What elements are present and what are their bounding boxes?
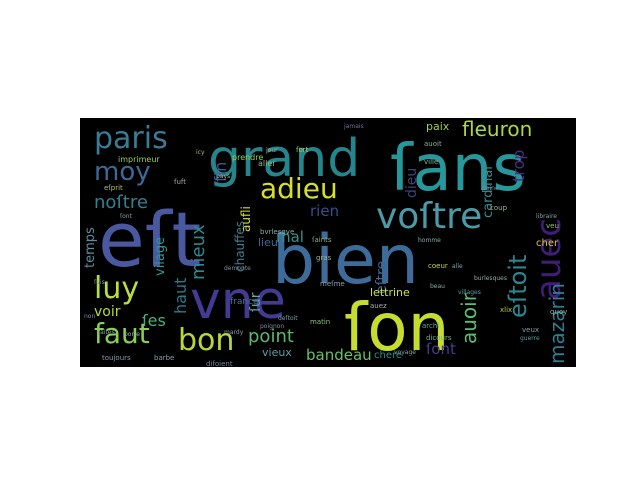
word: jamais <box>343 123 364 130</box>
word: lettrine <box>370 286 410 299</box>
word: difoient <box>206 360 233 367</box>
word: quoy <box>550 308 567 316</box>
word: coeur <box>428 262 448 270</box>
word: faut <box>94 317 150 350</box>
word: bandeau <box>306 346 372 364</box>
word: fort <box>296 146 309 154</box>
word: vne <box>190 271 286 331</box>
word: bon <box>178 323 234 358</box>
word: grand <box>208 129 360 189</box>
word: eſprit <box>104 184 123 192</box>
word: lieu <box>258 236 278 249</box>
word-cloud-image: eſt bien ſon grand ſans vne paris adieu … <box>80 118 576 367</box>
word: peine <box>482 185 499 192</box>
word: aufli <box>239 206 253 232</box>
word: ſont <box>426 340 456 358</box>
word: ſaints <box>312 236 332 244</box>
word: ſes <box>142 311 166 330</box>
word: gras <box>316 254 332 262</box>
word: france <box>230 297 259 307</box>
word: libraire <box>536 213 557 220</box>
word: dieu <box>404 168 420 198</box>
word: vieux <box>262 346 292 359</box>
word: chauffes <box>233 221 247 272</box>
word: bien <box>272 221 419 300</box>
word: fleuron <box>462 118 532 141</box>
word: auez <box>370 302 387 310</box>
word: deſtoit <box>278 315 298 322</box>
word: alle <box>452 263 463 270</box>
word: beau <box>430 283 445 290</box>
word: rien <box>310 202 339 220</box>
word: haut <box>171 278 190 314</box>
word: eſt <box>98 195 201 284</box>
word: aller <box>258 159 276 168</box>
word: villages <box>458 289 481 296</box>
word: barbe <box>154 354 174 362</box>
word: mardy <box>224 329 244 336</box>
word: mal <box>276 228 304 246</box>
word: mieux <box>188 224 209 280</box>
word: veu <box>546 222 559 230</box>
word: fin <box>211 162 230 182</box>
word: poignon <box>260 323 284 330</box>
word: eſtoit <box>504 255 532 318</box>
word: mazarin <box>545 283 569 364</box>
word: eſtre <box>374 261 390 294</box>
word: jour <box>265 147 278 154</box>
word: xlix <box>500 306 512 314</box>
word: burlesques <box>474 275 507 282</box>
word: veux <box>522 326 539 334</box>
word: adieu <box>260 172 338 205</box>
word: ſur <box>248 292 264 312</box>
word: ſuis <box>94 279 105 286</box>
word: pays <box>216 173 230 180</box>
word: paris <box>94 121 168 156</box>
word: demonte <box>224 265 251 272</box>
word: meſme <box>320 280 345 288</box>
word: voſtre <box>376 196 482 237</box>
word: dicours <box>426 334 452 342</box>
word: chere <box>374 350 402 361</box>
word: voyage <box>394 349 416 356</box>
word: guerre <box>520 335 540 342</box>
word: vilage <box>153 237 168 276</box>
word: auec <box>529 218 569 300</box>
word: moy <box>94 157 151 187</box>
word: bvrlesqve <box>260 228 294 236</box>
word: icy <box>196 149 205 156</box>
word: porte <box>124 331 140 338</box>
word: homme <box>418 237 441 244</box>
word: temps <box>83 227 98 268</box>
word: fuft <box>174 178 186 186</box>
word: coup <box>490 204 508 212</box>
word: prendre <box>232 153 263 162</box>
word: cardinal <box>481 166 496 218</box>
word: matin <box>310 318 330 326</box>
word: ſans <box>390 132 526 206</box>
word: paix <box>426 120 450 133</box>
word: non <box>84 313 95 320</box>
word: ſon <box>344 289 449 366</box>
word: auoir <box>457 292 481 344</box>
word: archi <box>422 322 439 330</box>
word: toujours <box>102 354 131 362</box>
word: ville <box>424 158 438 166</box>
word: voir <box>94 304 121 320</box>
word: trop <box>509 150 528 182</box>
word: faites <box>98 329 115 336</box>
word: point <box>248 326 294 347</box>
word: noſtre <box>94 192 148 213</box>
word: ſont <box>120 213 133 220</box>
word: auoit <box>424 140 442 148</box>
word: imprimeur <box>118 155 160 164</box>
word: cher <box>536 238 559 249</box>
word: luy <box>94 271 139 306</box>
